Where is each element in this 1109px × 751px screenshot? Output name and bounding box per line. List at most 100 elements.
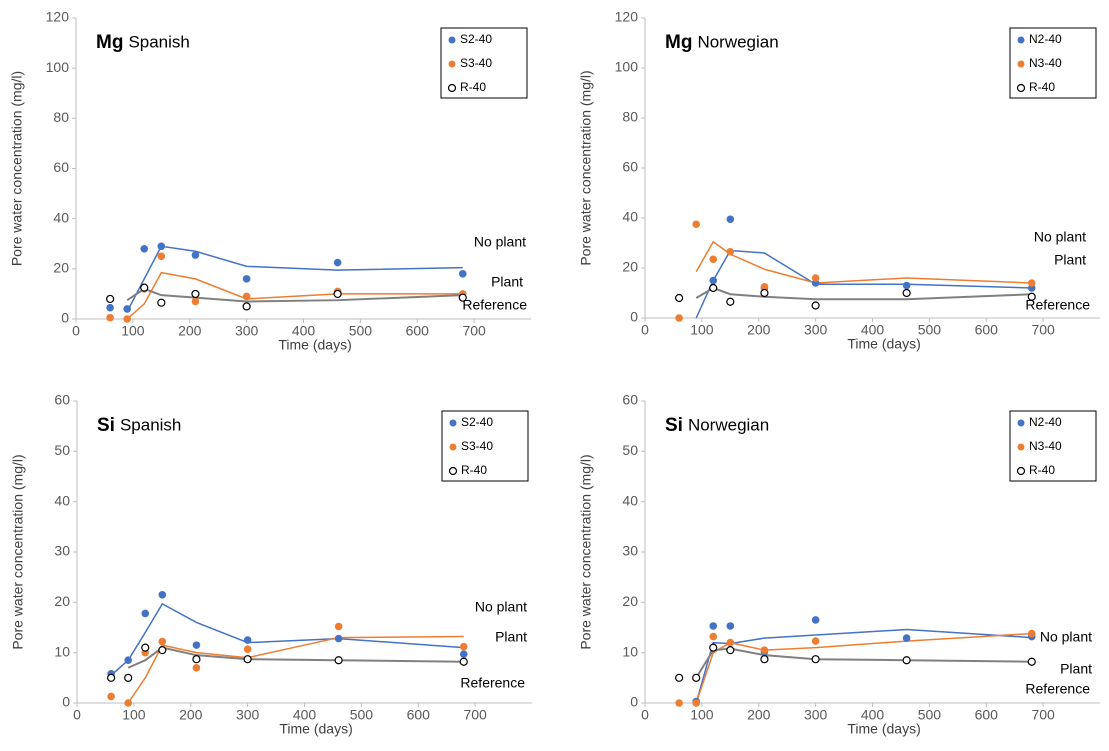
data-point	[760, 646, 769, 654]
line-annotation: Plant	[1060, 661, 1092, 677]
x-axis-label: Time (days)	[278, 337, 351, 353]
data-point	[157, 298, 166, 307]
data-point	[726, 297, 735, 306]
x-tick-label: 500	[918, 707, 942, 723]
legend-label: N3-40	[1029, 439, 1062, 453]
data-point	[106, 294, 115, 304]
y-tick-label: 20	[622, 259, 638, 275]
data-point	[675, 314, 683, 322]
x-axis-label: Time (days)	[847, 336, 920, 352]
data-point	[158, 590, 167, 599]
data-point	[675, 293, 684, 303]
data-point	[675, 673, 684, 682]
data-point	[124, 699, 132, 707]
data-point	[243, 655, 252, 664]
data-point	[811, 655, 820, 664]
x-tick-label: 600	[975, 707, 999, 723]
line-annotation: No plant	[474, 234, 526, 250]
legend-marker	[448, 466, 458, 476]
data-point	[811, 616, 820, 624]
title-element: Si	[97, 415, 115, 436]
x-tick-label: 0	[641, 707, 649, 723]
legend-marker	[448, 60, 456, 68]
x-axis-label: Time (days)	[847, 721, 920, 737]
y-tick-label: 60	[54, 392, 70, 408]
y-tick-label: 50	[54, 442, 70, 458]
data-point	[709, 255, 718, 264]
data-point	[675, 699, 683, 707]
x-tick-label: 600	[406, 323, 430, 339]
x-tick-label: 600	[407, 707, 431, 723]
trend-line	[695, 240, 1032, 284]
line-annotation: Reference	[1025, 297, 1090, 313]
x-tick-label: 400	[292, 323, 316, 339]
trend-line	[126, 287, 463, 303]
x-tick-label: 400	[861, 707, 885, 723]
x-tick-label: 100	[121, 323, 145, 339]
x-tick-label: 0	[641, 322, 649, 338]
legend-marker	[1017, 36, 1025, 44]
trend-line	[695, 286, 1032, 301]
data-point	[140, 283, 149, 292]
y-tick-label: 40	[622, 492, 638, 508]
y-axis-label: Pore water concentration (mg/l)	[578, 454, 594, 649]
x-tick-label: 200	[747, 322, 771, 338]
y-axis-label: Pore water concentration (mg/l)	[9, 71, 25, 266]
y-tick-label: 100	[615, 59, 639, 75]
data-point	[902, 634, 911, 642]
title-element: Mg	[96, 32, 123, 53]
data-point	[191, 289, 200, 299]
y-tick-label: 40	[53, 209, 69, 225]
trend-line	[127, 646, 464, 669]
y-tick-label: 0	[630, 309, 638, 325]
line-annotation: No plant	[475, 599, 527, 615]
y-tick-label: 0	[61, 310, 69, 326]
legend-label: S2-40	[461, 415, 493, 429]
legend-label: R-40	[460, 80, 486, 94]
data-point	[106, 313, 114, 322]
chart-title: Norwegian	[697, 32, 778, 51]
data-point	[141, 643, 150, 652]
data-point	[726, 646, 735, 655]
x-tick-label: 300	[235, 323, 259, 339]
data-point	[192, 641, 201, 649]
data-point	[902, 656, 911, 665]
data-point	[192, 655, 201, 664]
x-tick-label: 200	[179, 707, 203, 723]
data-point	[709, 643, 718, 652]
data-point	[709, 276, 718, 285]
x-tick-label: 400	[861, 322, 885, 338]
trend-line	[127, 635, 464, 704]
trend-line	[695, 647, 1032, 679]
data-point	[124, 656, 132, 665]
x-tick-label: 300	[804, 322, 828, 338]
x-tick-label: 400	[293, 707, 317, 723]
data-point	[692, 699, 700, 707]
legend-marker	[1016, 83, 1026, 93]
x-tick-label: 600	[975, 322, 999, 338]
y-tick-label: 20	[54, 593, 70, 609]
data-point	[458, 270, 467, 278]
legend-label: R-40	[1029, 463, 1055, 477]
line-annotation: Reference	[462, 297, 527, 313]
data-point	[692, 673, 701, 682]
legend-label: N3-40	[1029, 56, 1062, 70]
y-axis-label: Pore water concentration (mg/l)	[578, 70, 594, 265]
data-point	[123, 305, 131, 313]
line-annotation: No plant	[1034, 229, 1086, 245]
trend-line	[695, 628, 1032, 704]
line-annotation: Plant	[1054, 252, 1086, 268]
data-point	[458, 293, 467, 302]
data-point	[243, 645, 252, 653]
data-point	[242, 302, 251, 311]
y-tick-label: 60	[622, 159, 638, 175]
data-point	[333, 289, 342, 299]
data-point	[334, 634, 343, 643]
x-tick-label: 200	[178, 323, 202, 339]
x-tick-label: 500	[349, 323, 373, 339]
data-point	[1027, 629, 1036, 638]
data-point	[158, 637, 167, 646]
